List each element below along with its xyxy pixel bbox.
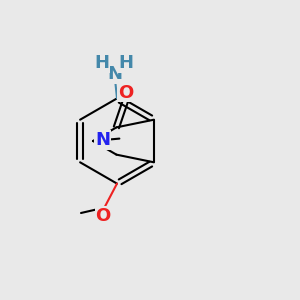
Text: H: H [94, 54, 110, 72]
Text: O: O [96, 207, 111, 225]
Text: H: H [118, 54, 134, 72]
Text: O: O [118, 84, 133, 102]
Text: N: N [95, 131, 110, 149]
Text: H: H [94, 54, 110, 72]
Text: O: O [118, 84, 133, 102]
Text: N: N [107, 65, 122, 83]
Text: N: N [107, 65, 122, 83]
Text: N: N [95, 131, 110, 149]
Text: O: O [96, 207, 111, 225]
Text: H: H [118, 54, 134, 72]
